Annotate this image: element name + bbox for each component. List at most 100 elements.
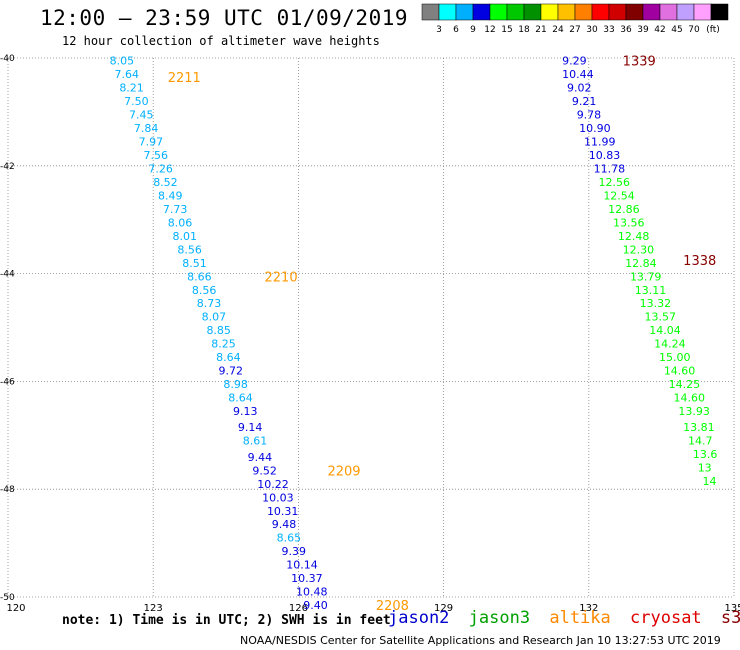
swh-value-label: 8.25 xyxy=(211,338,236,351)
legend-jason2: jason2 xyxy=(388,608,450,628)
pass-time-label: 2209 xyxy=(327,464,360,479)
swh-value-label: 10.14 xyxy=(286,559,318,572)
swh-value-label: 15.00 xyxy=(659,351,691,364)
scale-tick-label: 12 xyxy=(484,25,495,35)
footer-credit: NOAA/NESDIS Center for Satellite Applica… xyxy=(240,634,721,647)
swh-value-label: 9.14 xyxy=(238,421,263,434)
swh-value-label: 12.30 xyxy=(623,243,655,256)
scale-tick-label: 30 xyxy=(586,25,598,35)
swh-value-label: 14.25 xyxy=(669,378,701,391)
swh-value-label: 12.86 xyxy=(608,203,640,216)
scale-tick-label: 24 xyxy=(552,25,564,35)
swh-value-label: 13.93 xyxy=(678,405,710,418)
swh-value-label: 9.78 xyxy=(577,109,602,122)
swh-value-label: 9.02 xyxy=(567,82,592,95)
swh-value-label: 8.01 xyxy=(173,230,198,243)
swh-value-label: 11.99 xyxy=(584,136,616,149)
scale-tick-label: 27 xyxy=(569,25,580,35)
scale-tick-label: 21 xyxy=(535,25,546,35)
scale-tick-label: 70 xyxy=(688,25,700,35)
pass-time-label: 1339 xyxy=(623,55,656,70)
swh-value-label: 8.06 xyxy=(168,216,193,229)
legend-cryosat: cryosat xyxy=(630,608,702,628)
swh-value-label: 8.49 xyxy=(158,189,183,202)
y-tick-label: -46 xyxy=(0,377,15,387)
swh-value-label: 7.50 xyxy=(124,95,149,108)
swh-value-label: 8.52 xyxy=(153,176,178,189)
swh-value-label: 8.64 xyxy=(216,351,241,364)
swh-value-label: 9.44 xyxy=(248,451,273,464)
swh-value-label: 7.45 xyxy=(129,109,154,122)
swh-value-label: 8.73 xyxy=(197,297,222,310)
scale-tick-label: 18 xyxy=(518,25,530,35)
swh-value-label: 13.79 xyxy=(630,270,662,283)
swh-value-label: 10.83 xyxy=(589,149,621,162)
swh-value-label: 10.44 xyxy=(562,68,594,81)
scale-tick-label: 36 xyxy=(620,25,632,35)
swh-value-label: 14.60 xyxy=(664,365,696,378)
swh-value-label: 7.84 xyxy=(134,122,159,135)
swh-value-label: 13 xyxy=(698,462,712,475)
swh-value-label: 9.21 xyxy=(572,95,597,108)
swh-value-label: 10.37 xyxy=(291,572,323,585)
legend-altika: altika xyxy=(549,608,611,628)
legend-jason3: jason3 xyxy=(468,608,531,628)
scale-unit-label: (ft) xyxy=(706,25,720,35)
scale-tick-label: 42 xyxy=(654,25,665,35)
x-tick-label: 123 xyxy=(144,603,163,614)
swh-value-label: 8.51 xyxy=(182,257,207,270)
swh-value-label: 8.65 xyxy=(277,532,302,545)
x-tick-label: 129 xyxy=(434,603,453,614)
swh-value-label: 10.03 xyxy=(262,491,294,504)
swh-value-label: 9.40 xyxy=(303,599,328,612)
footer-note: note: 1) Time is in UTC; 2) SWH is in fe… xyxy=(62,613,391,628)
swh-value-label: 12.84 xyxy=(625,257,657,270)
x-tick-label: 135 xyxy=(724,603,740,614)
swh-value-label: 9.29 xyxy=(562,55,587,68)
swh-value-label: 14 xyxy=(703,475,717,488)
swh-value-label: 8.66 xyxy=(187,270,212,283)
swh-value-label: 8.64 xyxy=(228,392,253,405)
satellite-legend: jason2 jason3 altika cryosat s3a xyxy=(388,608,740,628)
swh-value-label: 10.48 xyxy=(296,586,328,599)
pass-time-label: 1338 xyxy=(683,254,716,269)
x-tick-label: 126 xyxy=(289,603,308,614)
x-tick-label: 132 xyxy=(579,603,598,614)
scale-tick-label: 3 xyxy=(436,25,442,35)
swh-value-label: 8.07 xyxy=(202,311,227,324)
swh-value-label: 9.13 xyxy=(233,405,258,418)
swh-value-label: 10.90 xyxy=(579,122,611,135)
y-tick-label: -48 xyxy=(0,485,15,495)
swh-value-label: 10.31 xyxy=(267,505,299,518)
swh-value-label: 14.04 xyxy=(649,324,681,337)
scale-tick-label: 39 xyxy=(637,25,649,35)
y-tick-label: -50 xyxy=(0,593,15,603)
swh-value-label: 9.39 xyxy=(281,545,306,558)
swh-value-label: 8.85 xyxy=(206,324,231,337)
scale-tick-label: 9 xyxy=(470,25,476,35)
swh-value-label: 12.48 xyxy=(618,230,650,243)
y-tick-label: -44 xyxy=(0,270,15,280)
swh-value-label: 8.56 xyxy=(177,243,202,256)
swh-value-label: 8.61 xyxy=(243,435,267,448)
swh-value-label: 13.6 xyxy=(693,448,718,461)
swh-value-label: 7.97 xyxy=(139,136,164,149)
swh-value-label: 12.56 xyxy=(598,176,630,189)
color-scale: 3 6 9 12 15 18 21 24 27 30 33 36 39 42 45 70 (ft) xyxy=(421,3,729,35)
swh-value-label: 14.7 xyxy=(688,435,713,448)
y-tick-label: -40 xyxy=(0,54,15,64)
pass-time-label: 2208 xyxy=(376,599,409,614)
swh-value-label: 8.98 xyxy=(223,378,248,391)
scale-swatch xyxy=(710,3,729,21)
pass-time-label: 2211 xyxy=(168,71,201,86)
swh-value-label: 8.21 xyxy=(119,82,144,95)
swh-value-label: 12.54 xyxy=(603,189,635,202)
swh-value-label: 13.11 xyxy=(635,284,667,297)
swh-value-label: 7.73 xyxy=(163,203,188,216)
swh-value-label: 7.26 xyxy=(148,162,173,175)
chart-title: 12:00 – 23:59 UTC 01/09/2019 xyxy=(40,6,409,30)
pass-time-label: 2210 xyxy=(265,270,298,285)
swh-value-label: 7.64 xyxy=(114,68,139,81)
swh-value-label: 8.56 xyxy=(192,284,217,297)
